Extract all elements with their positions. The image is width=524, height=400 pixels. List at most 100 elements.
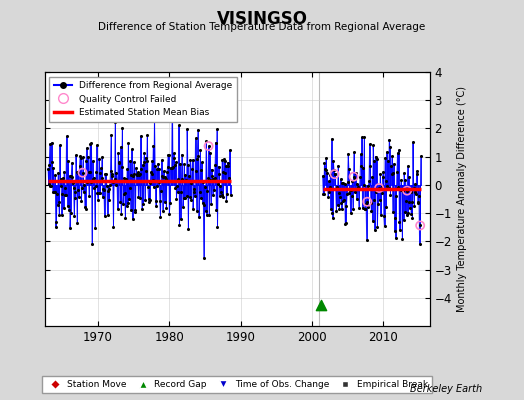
- Point: [141, 197, 149, 204]
- Point: [407, 188, 415, 195]
- Point: [85, 169, 94, 175]
- Point: [116, 144, 125, 150]
- Point: [369, 158, 378, 164]
- Point: [101, 170, 110, 177]
- Point: [80, 182, 89, 188]
- Point: [172, 159, 180, 166]
- Point: [127, 172, 136, 178]
- Point: [417, 153, 425, 160]
- Point: [121, 190, 129, 196]
- Point: [67, 209, 75, 216]
- Point: [381, 178, 390, 184]
- Point: [180, 161, 189, 168]
- Point: [206, 177, 214, 184]
- Point: [393, 169, 401, 175]
- Point: [191, 193, 199, 200]
- Point: [81, 206, 90, 212]
- Point: [170, 162, 179, 168]
- Point: [394, 150, 402, 156]
- Point: [68, 173, 77, 180]
- Point: [350, 174, 358, 180]
- Point: [112, 170, 121, 177]
- Point: [163, 164, 172, 170]
- Point: [387, 163, 395, 169]
- Point: [152, 166, 161, 172]
- Point: [408, 199, 416, 206]
- Point: [400, 177, 409, 184]
- Point: [66, 224, 74, 231]
- Point: [98, 154, 106, 161]
- Point: [192, 168, 200, 174]
- Point: [160, 168, 168, 175]
- Point: [219, 169, 227, 175]
- Point: [388, 153, 397, 160]
- Point: [65, 207, 73, 213]
- Point: [188, 157, 196, 163]
- Point: [401, 208, 409, 215]
- Point: [174, 122, 183, 128]
- Point: [376, 197, 384, 203]
- Point: [112, 182, 120, 188]
- Point: [340, 198, 348, 204]
- Point: [52, 223, 60, 230]
- Point: [323, 186, 331, 192]
- Point: [204, 143, 213, 149]
- Point: [324, 178, 333, 184]
- Point: [88, 240, 96, 247]
- Point: [324, 193, 332, 200]
- Point: [52, 219, 61, 225]
- Point: [160, 199, 169, 205]
- Point: [208, 166, 216, 173]
- Point: [322, 166, 330, 173]
- Point: [99, 185, 107, 192]
- Point: [185, 173, 193, 179]
- Point: [358, 204, 367, 211]
- Point: [404, 210, 412, 216]
- Point: [216, 192, 224, 199]
- Point: [146, 197, 154, 204]
- Point: [356, 151, 365, 158]
- Point: [147, 169, 155, 176]
- Point: [95, 170, 104, 176]
- Point: [334, 162, 342, 169]
- Point: [396, 227, 404, 233]
- Point: [110, 178, 118, 184]
- Point: [130, 159, 138, 165]
- Point: [350, 174, 358, 180]
- Point: [329, 215, 337, 222]
- Point: [161, 176, 170, 182]
- Point: [176, 161, 184, 167]
- Point: [161, 174, 169, 180]
- Point: [59, 205, 68, 212]
- Point: [321, 166, 329, 172]
- Point: [169, 164, 177, 170]
- Point: [384, 158, 392, 164]
- Point: [128, 146, 136, 152]
- Point: [354, 186, 362, 192]
- Point: [341, 180, 349, 187]
- Point: [320, 160, 329, 166]
- Point: [212, 140, 220, 146]
- Point: [151, 198, 160, 204]
- Point: [370, 197, 379, 204]
- Point: [151, 162, 159, 169]
- Point: [164, 152, 172, 158]
- Point: [110, 224, 118, 230]
- Point: [102, 171, 110, 178]
- Point: [47, 183, 55, 190]
- Point: [66, 172, 74, 179]
- Point: [46, 141, 54, 147]
- Point: [221, 170, 229, 176]
- Point: [117, 163, 126, 170]
- Point: [341, 221, 350, 227]
- Point: [144, 196, 152, 202]
- Point: [203, 212, 211, 218]
- Point: [337, 206, 346, 212]
- Point: [168, 165, 176, 172]
- Point: [81, 204, 89, 210]
- Point: [330, 167, 338, 173]
- Point: [205, 150, 214, 156]
- Point: [101, 212, 109, 219]
- Point: [63, 178, 71, 184]
- Point: [353, 180, 362, 187]
